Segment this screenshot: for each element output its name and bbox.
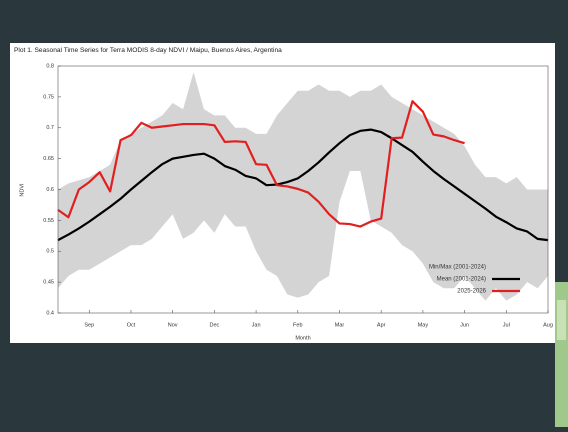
x-tick-label: Nov bbox=[168, 322, 178, 328]
y-tick-label: 0.4 bbox=[46, 310, 54, 316]
legend-label: Min/Max (2001-2024) bbox=[429, 265, 486, 271]
x-tick-label: Sep bbox=[84, 322, 94, 328]
y-tick-label: 0.65 bbox=[43, 156, 54, 162]
x-tick-label: May bbox=[418, 322, 429, 328]
x-tick-label: Mar bbox=[335, 322, 345, 328]
y-tick-label: 0.6 bbox=[46, 187, 54, 193]
series-line bbox=[57, 128, 549, 242]
x-tick-label: Dec bbox=[209, 322, 219, 328]
chart-title: Plot 1. Seasonal Time Series for Terra M… bbox=[14, 47, 282, 54]
y-tick-label: 0.75 bbox=[43, 94, 54, 100]
legend-label: 2025-2026 bbox=[457, 289, 486, 295]
y-tick-label: 0.55 bbox=[43, 218, 54, 224]
y-tick-label: 0.5 bbox=[46, 249, 54, 255]
x-axis-label: Month bbox=[295, 335, 310, 341]
min-max-band bbox=[58, 72, 548, 301]
x-tick-label: Apr bbox=[377, 322, 386, 328]
x-tick-label: Oct bbox=[127, 322, 136, 328]
x-tick-label: Jan bbox=[252, 322, 261, 328]
side-image-detail bbox=[557, 300, 566, 340]
legend-swatch bbox=[492, 263, 520, 271]
y-tick-label: 0.8 bbox=[46, 63, 54, 69]
x-tick-label: Feb bbox=[293, 322, 302, 328]
x-tick-label: Jun bbox=[460, 322, 469, 328]
legend-label: Mean (2001-2024) bbox=[437, 277, 486, 283]
y-tick-label: 0.7 bbox=[46, 125, 54, 131]
x-tick-label: Aug bbox=[543, 322, 553, 328]
y-axis-label: NDVI bbox=[19, 183, 25, 197]
x-tick-label: Jul bbox=[503, 322, 510, 328]
y-tick-label: 0.45 bbox=[43, 280, 54, 286]
series-line bbox=[57, 100, 465, 228]
